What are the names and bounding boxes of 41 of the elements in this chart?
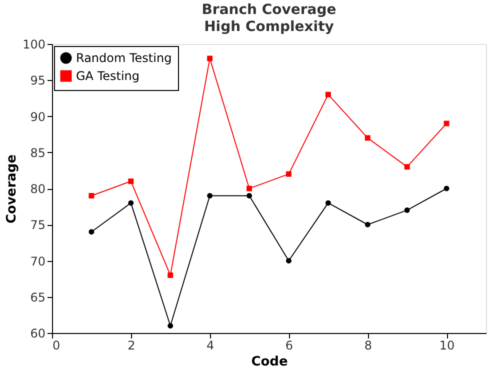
y-tick-label: 90	[30, 110, 46, 124]
y-tick-label: 85	[30, 146, 46, 160]
y-axis-title: Coverage	[4, 154, 20, 224]
point	[364, 135, 370, 141]
point	[444, 186, 450, 192]
x-tick-label: 4	[206, 338, 214, 352]
chart-title: Branch Coverage	[202, 2, 336, 18]
x-tick-label: 10	[439, 338, 455, 352]
point	[168, 323, 174, 329]
point	[128, 200, 134, 206]
legend-label: GA Testing	[76, 69, 140, 83]
chart-subtitle: High Complexity	[204, 19, 334, 35]
point	[404, 164, 410, 170]
point	[325, 200, 331, 206]
x-tick-label: 8	[364, 338, 372, 352]
point	[286, 258, 292, 264]
point	[88, 192, 94, 198]
legend-label: Random Testing	[76, 51, 172, 65]
point	[207, 192, 213, 198]
point	[404, 207, 410, 213]
y-tick-label: 95	[30, 74, 46, 88]
point	[325, 92, 331, 98]
point	[168, 272, 174, 278]
point	[444, 120, 450, 126]
x-axis-title: Code	[251, 354, 288, 370]
point	[286, 171, 292, 177]
x-tick-label: 0	[52, 338, 60, 352]
point	[246, 192, 252, 198]
point	[364, 222, 370, 228]
point	[88, 229, 94, 235]
point	[246, 186, 252, 192]
point	[207, 56, 213, 62]
y-tick-label: 100	[22, 38, 46, 52]
y-tick-label: 75	[30, 218, 46, 232]
x-tick-label: 6	[285, 338, 294, 352]
y-tick-label: 70	[30, 254, 46, 268]
x-tick-label: 2	[128, 338, 136, 352]
y-tick-label: 80	[30, 182, 46, 196]
point	[128, 178, 134, 184]
y-tick-label: 60	[30, 326, 46, 340]
y-tick-label: 65	[30, 290, 46, 304]
